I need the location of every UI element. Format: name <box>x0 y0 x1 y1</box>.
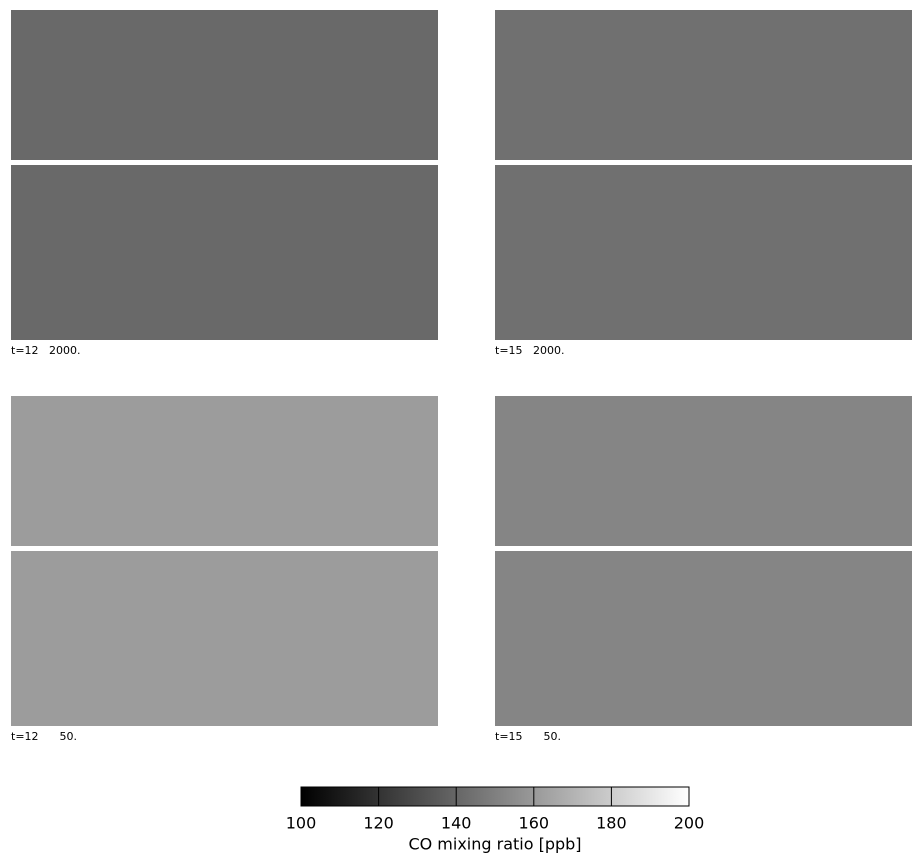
panel-label: t=15 50. <box>495 730 561 743</box>
panel-separator <box>11 546 438 551</box>
panel-label: t=12 50. <box>11 730 77 743</box>
panel-label: t=15 2000. <box>495 344 565 357</box>
panel-field <box>495 10 912 340</box>
colorbar <box>301 787 689 806</box>
chart: CO mixing ratio [ppb] t=12 2000. t=15 200… <box>0 0 912 856</box>
colorbar-tick-label: 140 <box>441 814 472 833</box>
panel-separator <box>495 160 912 165</box>
panel-field <box>11 396 438 726</box>
colorbar-label: CO mixing ratio [ppb] <box>408 835 581 854</box>
panel-field <box>495 396 912 726</box>
colorbar-tick-label: 160 <box>519 814 550 833</box>
panel-separator <box>495 546 912 551</box>
panel-separator <box>11 160 438 165</box>
colorbar-tick-label: 120 <box>363 814 394 833</box>
panel-field <box>11 10 438 340</box>
colorbar-tick-label: 180 <box>596 814 627 833</box>
colorbar-tick-label: 100 <box>286 814 317 833</box>
colorbar-tick-label: 200 <box>674 814 705 833</box>
panel-label: t=12 2000. <box>11 344 81 357</box>
